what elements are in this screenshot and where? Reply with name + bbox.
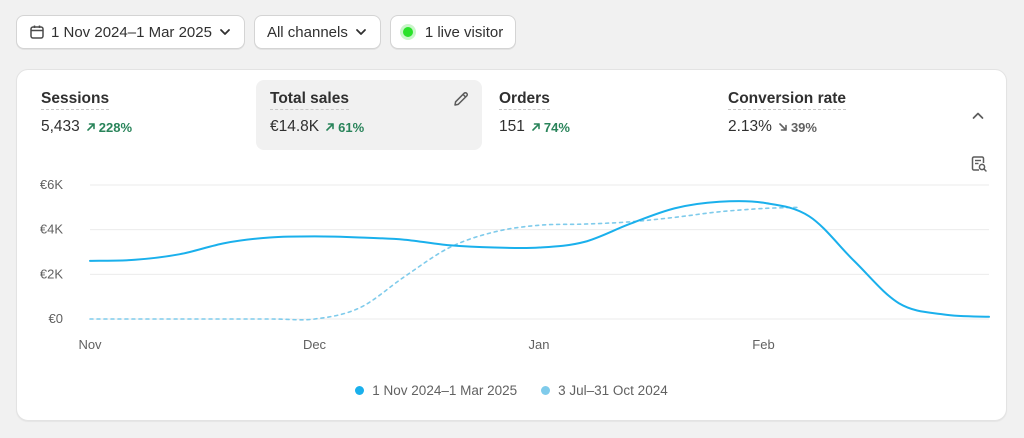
legend-label-previous: 3 Jul–31 Oct 2024 [558,383,668,398]
metric-delta: 39% [778,120,817,135]
legend-label-current: 1 Nov 2024–1 Mar 2025 [372,383,518,398]
chevron-down-icon [220,29,230,35]
chevron-up-icon[interactable] [970,108,986,124]
metric-value: €14.8K [270,118,320,135]
date-range-label: 1 Nov 2024–1 Mar 2025 [51,23,212,41]
sales-line-chart: €0 €2K €4K €6K Nov Dec Jan Feb [40,177,990,352]
arrow-up-right-icon [86,123,95,131]
metric-value: 2.13% [728,118,772,135]
arrow-up-right-icon [532,123,540,131]
chevron-down-icon [355,29,366,35]
report-search-icon[interactable] [970,155,988,173]
live-visitors-label: 1 live visitor [424,23,504,41]
analytics-card: Sessions 5,433 228% Total sales €14.8K 6… [16,69,1007,421]
x-tick-label: Feb [752,337,774,352]
arrow-down-right-icon [779,123,787,131]
series-line-previous [89,206,801,321]
metric-sessions[interactable]: Sessions 5,433 228% [27,80,247,150]
metric-delta-value: 39% [790,119,817,135]
metric-delta-value: 74% [543,119,570,135]
x-tick-label: Dec [303,337,327,352]
calendar-icon [30,25,44,39]
y-tick-label: €6K [40,177,63,192]
legend-dot-current [355,386,365,395]
metric-total-sales[interactable]: Total sales €14.8K 61% [256,80,482,150]
metric-label: Sessions [41,90,110,110]
x-tick-label: Nov [78,337,102,352]
date-range-button[interactable]: 1 Nov 2024–1 Mar 2025 [16,15,245,49]
series-line-current [89,200,990,318]
filter-bar: 1 Nov 2024–1 Mar 2025 All channels 1 liv… [16,15,517,49]
metric-delta: 74% [531,120,570,135]
y-tick-label: €0 [49,311,63,326]
metric-delta-value: 228% [98,119,133,135]
live-status-dot [402,27,413,37]
metric-delta-value: 61% [338,119,365,135]
arrow-up-right-icon [326,123,334,131]
x-tick-label: Jan [529,337,550,352]
pencil-icon[interactable] [452,90,470,108]
legend-item-previous[interactable]: 3 Jul–31 Oct 2024 [541,383,668,398]
metric-label: Conversion rate [728,90,847,110]
metric-value: 151 [499,118,525,135]
metric-value: 5,433 [41,118,80,135]
metric-label: Total sales [270,90,349,110]
chart-legend: 1 Nov 2024–1 Mar 2025 3 Jul–31 Oct 2024 [17,383,1006,398]
metric-label: Orders [499,90,550,110]
channels-label: All channels [266,23,348,41]
metric-orders[interactable]: Orders 151 74% [485,80,705,150]
live-visitors-button[interactable]: 1 live visitor [389,15,517,49]
metric-conversion-rate[interactable]: Conversion rate 2.13% 39% [714,80,944,150]
legend-dot-previous [541,386,551,395]
metric-delta: 228% [86,120,132,135]
legend-item-current[interactable]: 1 Nov 2024–1 Mar 2025 [355,383,517,398]
channels-button[interactable]: All channels [253,15,381,49]
y-tick-label: €4K [40,222,63,237]
y-tick-label: €2K [40,266,63,281]
metric-delta: 61% [325,120,364,135]
